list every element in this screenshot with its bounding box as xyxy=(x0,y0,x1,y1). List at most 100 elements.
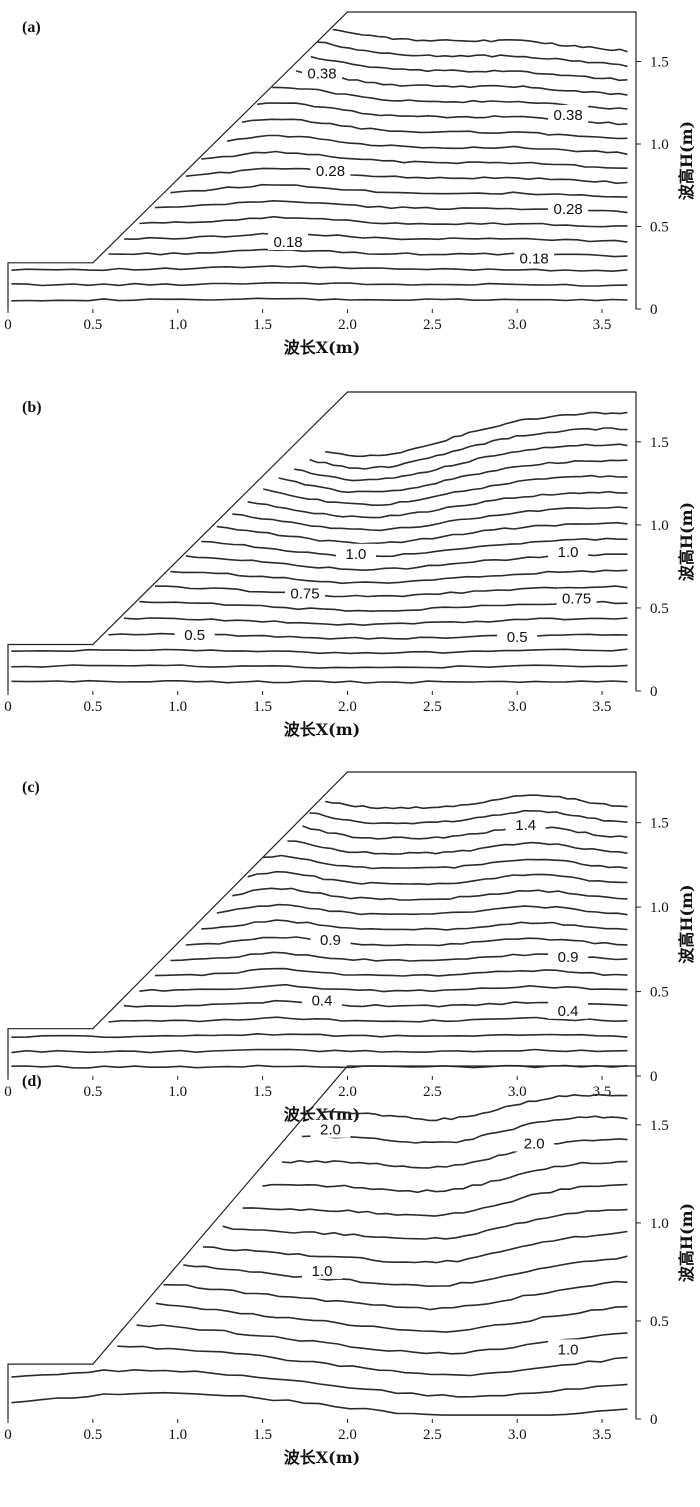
contour-label: 0.5 xyxy=(184,627,205,644)
x-axis-label: 波长X(m) xyxy=(284,1448,361,1467)
x-tick-label: 2.0 xyxy=(338,1427,357,1443)
y-tick-label: 0.5 xyxy=(650,220,669,236)
contour-label: 0.28 xyxy=(554,201,583,218)
contour-line xyxy=(232,506,628,532)
contour-line xyxy=(295,70,628,96)
contour-line xyxy=(123,999,628,1008)
contour-line xyxy=(154,585,628,598)
x-axis: 0 0.5 1.0 1.5 2.0 2.5 3.0 3.5 xyxy=(4,691,611,715)
x-tick-label: 2.0 xyxy=(338,699,357,715)
contour-line xyxy=(11,265,628,273)
contour-label: 0.9 xyxy=(320,932,341,949)
x-tick-label: 0 xyxy=(4,1427,12,1443)
contour-line xyxy=(278,459,628,494)
x-tick-label: 2.0 xyxy=(338,317,357,333)
contour-line xyxy=(185,167,628,185)
contour-label-bg xyxy=(310,161,351,180)
x-tick-label: 0 xyxy=(4,699,12,715)
contour-lines xyxy=(11,1093,628,1416)
contour-label: 0.38 xyxy=(307,66,336,83)
x-axis: 0 0.5 1.0 1.5 2.0 2.5 3.0 3.5 xyxy=(4,1076,611,1100)
y-tick-label: 0 xyxy=(650,1069,658,1085)
x-tick-label: 2.5 xyxy=(423,317,442,333)
contour-label-bg xyxy=(335,543,376,562)
x-tick-label: 2.5 xyxy=(423,1084,442,1100)
contour-line xyxy=(123,617,628,627)
contour-label: 1.0 xyxy=(558,544,579,561)
panel-d: 0 0.5 1.0 1.5 2.0 2.5 3.0 3.5 波长X(m) 0 0.5 1.0 1.5 波高… xyxy=(0,1058,700,1507)
y-axis: 0 0.5 1.0 1.5 xyxy=(636,1118,669,1428)
contour-line xyxy=(216,521,628,545)
contour-labels: 2.0 2.0 1.0 1.0 xyxy=(302,1119,589,1358)
x-tick-label: 2.5 xyxy=(423,699,442,715)
contour-line xyxy=(324,794,628,810)
contour-label: 0.18 xyxy=(273,234,302,251)
contour-label-bg xyxy=(302,63,342,82)
contour-line xyxy=(11,1048,628,1054)
x-tick-label: 1.5 xyxy=(253,699,272,715)
contour-line xyxy=(226,134,628,156)
contour-labels: 1.4 0.9 0.9 0.4 0.4 xyxy=(302,815,589,1020)
contour-line xyxy=(11,679,628,684)
x-tick-label: 1.0 xyxy=(168,1084,187,1100)
panel-c: 0 0.5 1.0 1.5 2.0 2.5 3.0 3.5 波长X(m) 0 0.5 1.0 1.5 波高… xyxy=(0,760,700,1138)
x-tick-label: 3.0 xyxy=(508,1084,527,1100)
y-axis-label: 波高H(m) xyxy=(677,1203,696,1282)
contour-label-bg xyxy=(514,1133,555,1152)
contour-line xyxy=(11,1368,628,1398)
x-tick-label: 1.0 xyxy=(168,317,187,333)
x-tick-label: 0.5 xyxy=(83,1427,102,1443)
y-tick-label: 1.5 xyxy=(650,1118,669,1134)
x-axis: 0 0.5 1.0 1.5 2.0 2.5 3.0 3.5 xyxy=(4,309,611,333)
contour-chart-a: 0 0.5 1.0 1.5 2.0 2.5 3.0 3.5 波长X(m) 0 0.5 1.0 1.5 波高… xyxy=(4,11,696,357)
y-axis: 0 0.5 1.0 1.5 xyxy=(636,55,669,318)
contour-line xyxy=(247,490,628,519)
contour-chart-c: 0 0.5 1.0 1.5 2.0 2.5 3.0 3.5波长X(m)00.51.01.5波高… xyxy=(4,771,696,1124)
contour-label-bg xyxy=(497,626,538,645)
contour-line xyxy=(324,411,628,458)
contour-line xyxy=(263,474,628,506)
y-axis-label: 波高H(m) xyxy=(677,502,696,581)
contour-line xyxy=(139,215,628,228)
y-tick-label: 0.5 xyxy=(650,1314,669,1330)
contour-line xyxy=(170,183,628,198)
contour-label: 1.0 xyxy=(558,1341,579,1358)
contour-line xyxy=(139,600,628,613)
contour-line xyxy=(185,936,628,947)
contour-label-bg xyxy=(505,815,546,834)
panel-a: 0 0.5 1.0 1.5 2.0 2.5 3.0 3.5 波长X(m) 0 0.5 1.0 1.5 波高… xyxy=(0,0,700,378)
contour-label: 0.28 xyxy=(316,163,345,180)
contour-line xyxy=(232,887,628,901)
x-tick-label: 0 xyxy=(4,317,12,333)
contour-line xyxy=(294,443,628,482)
contour-line xyxy=(201,537,628,558)
contour-line xyxy=(183,1255,628,1288)
contour-line xyxy=(201,150,628,169)
x-tick-label: 0.5 xyxy=(83,317,102,333)
contour-line xyxy=(321,1093,628,1122)
contour-label: 2.0 xyxy=(320,1122,341,1139)
contour-label-bg xyxy=(285,583,326,602)
contour-line xyxy=(155,1302,628,1333)
contour-label-bg xyxy=(548,542,589,561)
contour-line xyxy=(11,648,628,655)
contour-line xyxy=(310,55,628,82)
x-tick-label: 0.5 xyxy=(83,1084,102,1100)
contour-line xyxy=(11,664,628,669)
x-tick-label: 0.5 xyxy=(83,699,102,715)
contour-line xyxy=(317,41,628,68)
contour-label: 0.4 xyxy=(312,993,333,1010)
contour-label-bg xyxy=(548,1000,589,1019)
contour-label: 1.0 xyxy=(312,1263,333,1280)
contour-line xyxy=(11,281,628,287)
x-axis-label: 波长X(m) xyxy=(284,720,361,739)
contour-line xyxy=(247,870,628,886)
x-tick-label: 1.5 xyxy=(253,1427,272,1443)
contour-chart-d: 0 0.5 1.0 1.5 2.0 2.5 3.0 3.5 波长X(m) 0 0.5 1.0 1.5 波高… xyxy=(4,1065,696,1467)
contour-line xyxy=(242,1183,628,1217)
contour-label-bg xyxy=(310,1119,351,1138)
contour-line xyxy=(11,1032,628,1039)
x-tick-label: 3.5 xyxy=(593,317,612,333)
contour-label: 0.5 xyxy=(507,629,528,646)
contour-label: 0.75 xyxy=(562,591,591,608)
